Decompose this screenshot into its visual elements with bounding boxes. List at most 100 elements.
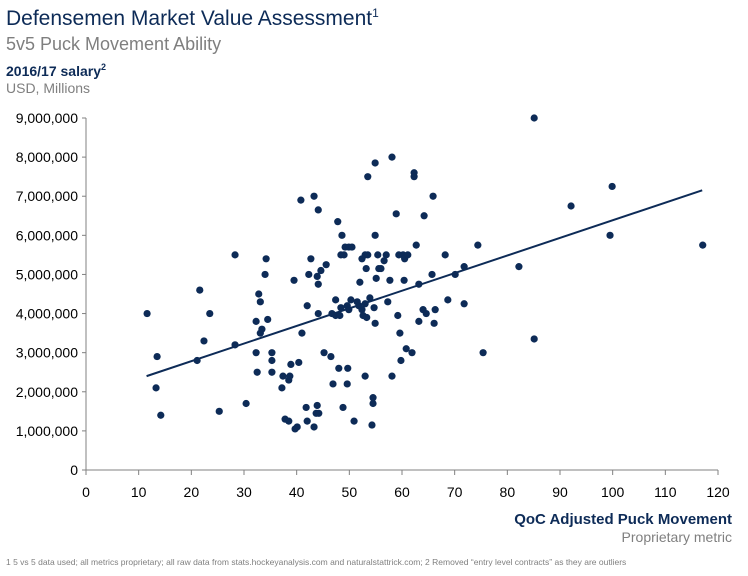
point [348,243,356,251]
point [268,368,276,376]
point [370,304,378,312]
point [252,349,260,357]
point [343,380,351,388]
point [428,270,436,279]
x-tick-label: 110 [654,484,677,500]
point [608,182,616,191]
point [422,309,430,318]
point [369,394,377,402]
point [268,349,276,357]
point [364,251,372,259]
x-tick-label: 30 [236,484,252,500]
point [313,401,321,410]
point [404,251,412,259]
y-tick-label: 2,000,000 [16,384,78,400]
point [310,423,318,431]
point [368,421,376,429]
point [400,276,408,284]
point [430,319,438,327]
point [332,296,340,304]
y-label-group: 2016/17 salary2 [6,62,106,79]
point [335,364,343,372]
point [298,329,306,337]
x-tick-label: 70 [447,484,463,500]
x-tick-label: 80 [500,484,516,500]
point [336,311,344,320]
point [362,264,370,273]
x-tick-label: 90 [552,484,568,500]
point [388,153,396,161]
point [377,264,385,273]
point [334,218,342,226]
point [327,352,335,361]
point [356,278,364,286]
point [290,276,298,284]
point [530,335,538,343]
y-label: 2016/17 salary [6,63,101,79]
footnote: 1 5 vs 5 data used; all metrics propriet… [6,557,626,567]
point [606,231,614,239]
y-tick-label: 9,000,000 [16,110,78,126]
point [420,212,428,220]
point [410,173,418,181]
point [315,409,323,417]
point [374,251,382,259]
point [329,380,337,388]
point [408,349,416,357]
point [317,266,325,275]
point [371,231,379,239]
point [388,372,396,380]
point [293,423,301,431]
point [369,399,377,408]
x-tick-label: 120 [706,484,730,500]
point [215,407,223,415]
point [444,296,452,304]
x-tick-label: 20 [184,484,200,500]
trend-line [146,189,703,378]
point [386,276,394,284]
point [302,403,310,412]
point [252,317,260,325]
point [264,315,272,324]
point [380,257,388,265]
point [415,317,423,325]
y-tick-label: 3,000,000 [16,345,78,361]
point [297,196,305,204]
point [530,114,538,122]
point [340,251,348,259]
point [396,329,404,337]
point [310,192,318,200]
point [287,360,295,368]
x-tick-label: 40 [289,484,305,500]
point [143,309,151,318]
point [402,345,410,353]
point [358,306,366,314]
point [231,251,239,259]
point [206,309,214,318]
y-tick-label: 7,000,000 [16,188,78,204]
point [699,241,707,249]
point [392,210,400,218]
point [314,206,322,214]
point [305,270,313,279]
point [371,319,379,327]
point [347,296,355,304]
point [242,399,250,408]
point [268,356,276,365]
point [295,358,303,367]
y-tick-label: 6,000,000 [16,227,78,243]
x-label: QoC Adjusted Puck Movement [514,511,732,528]
point [350,417,358,425]
point [567,202,575,210]
point [314,309,322,318]
point [344,364,352,372]
x-tick-label: 100 [601,484,625,500]
point [515,263,523,271]
point [431,306,439,314]
y-tick-label: 1,000,000 [16,423,78,439]
x-unit: Proprietary metric [622,529,732,545]
point [196,286,204,294]
point [255,290,263,298]
point [313,272,321,280]
y-unit: USD, Millions [6,80,90,96]
